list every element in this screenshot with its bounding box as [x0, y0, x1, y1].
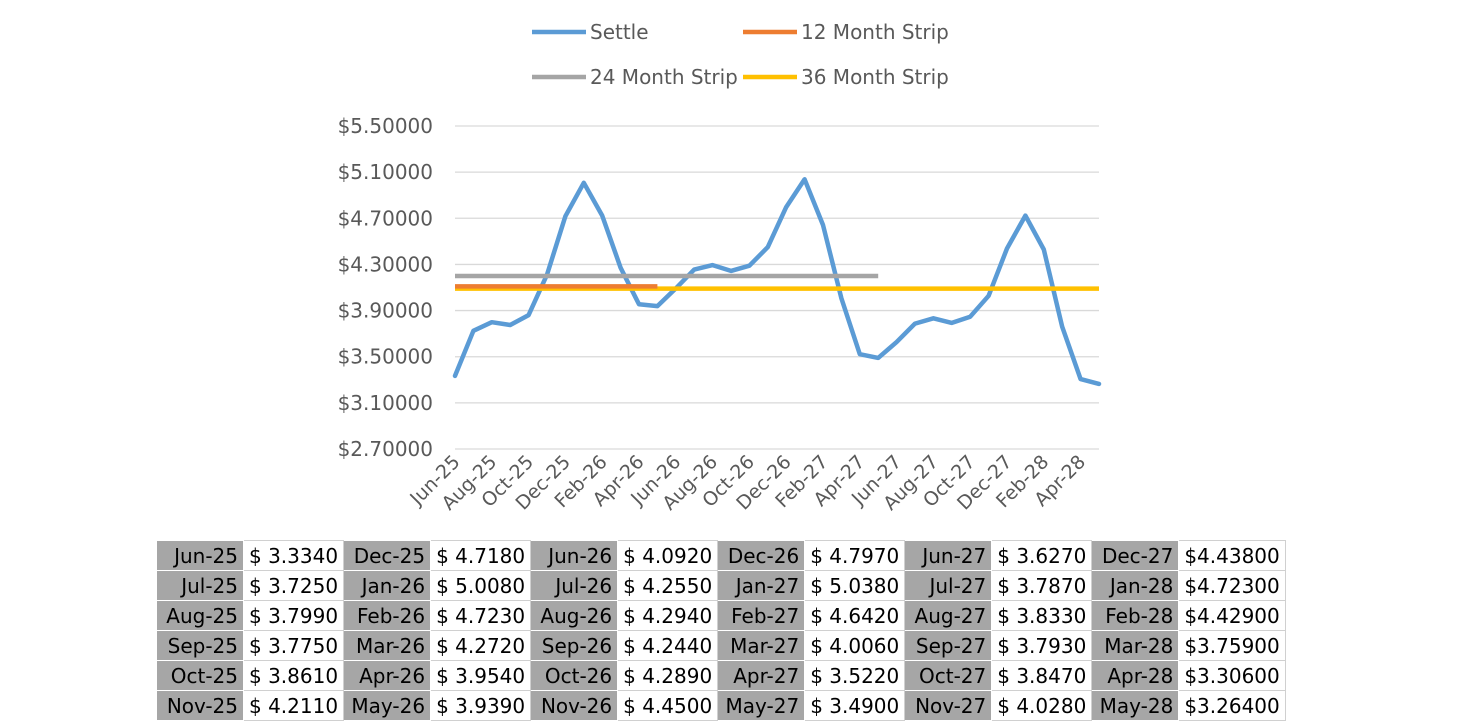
settle-price-table: Jun-25 $ 3.3340 Dec-25 $ 4.7180 Jun-26 $ 4.09…	[156, 540, 1286, 721]
price-cell: $ 3.8470	[991, 660, 1093, 691]
price-cell: $ 3.7750	[242, 630, 345, 661]
table-row: Oct-25 $ 3.8610 Apr-26 $ 3.9540 Oct-26 $ 4.28…	[156, 660, 1286, 691]
price-cell: $3.75900	[1178, 630, 1286, 661]
price-cell: $ 3.7930	[991, 630, 1093, 661]
month-cell: Apr-27	[717, 660, 806, 691]
month-cell: Mar-28	[1091, 630, 1180, 661]
price-cell: $ 3.9390	[430, 690, 532, 721]
price-cell: $ 4.0060	[804, 630, 906, 661]
price-cell: $4.43800	[1178, 540, 1286, 571]
price-cell: $ 3.8610	[242, 660, 345, 691]
price-cell: $4.42900	[1178, 600, 1286, 631]
price-cell: $ 4.2550	[617, 570, 719, 601]
y-tick-label: $3.90000	[338, 299, 433, 323]
price-cell: $ 4.2890	[617, 660, 719, 691]
month-cell: Apr-28	[1091, 660, 1180, 691]
y-tick-label: $5.50000	[338, 114, 433, 138]
month-cell: Jun-25	[156, 540, 244, 571]
price-cell: $ 3.7990	[242, 600, 345, 631]
price-cell: $ 5.0080	[430, 570, 532, 601]
price-cell: $ 4.7180	[430, 540, 532, 571]
month-cell: Feb-26	[343, 600, 432, 631]
month-cell: Mar-26	[343, 630, 432, 661]
month-cell: Sep-25	[156, 630, 244, 661]
chart-legend: Settle 12 Month Strip 24 Month Strip 36 Mon…	[532, 20, 949, 89]
y-tick-label: $4.70000	[338, 206, 433, 230]
x-axis-ticks: Jun-25Aug-25Oct-25Dec-25Feb-26Apr-26Jun-…	[405, 451, 1090, 515]
y-tick-label: $3.50000	[338, 345, 433, 369]
table-row: Aug-25 $ 3.7990 Feb-26 $ 4.7230 Aug-26 $ 4.29…	[156, 600, 1286, 631]
month-cell: Oct-26	[530, 660, 619, 691]
price-cell: $ 4.2940	[617, 600, 719, 631]
strip-price-chart: Settle 12 Month Strip 24 Month Strip 36 Mon…	[338, 20, 1102, 515]
month-cell: Oct-25	[156, 660, 244, 691]
price-cell: $ 5.0380	[804, 570, 906, 601]
price-cell: $ 4.2110	[242, 690, 345, 721]
price-cell: $ 4.7970	[804, 540, 906, 571]
month-cell: May-28	[1091, 690, 1180, 721]
price-cell: $ 4.6420	[804, 600, 906, 631]
price-cell: $ 3.3340	[242, 540, 345, 571]
month-cell: May-27	[717, 690, 806, 721]
month-cell: Jun-27	[904, 540, 993, 571]
price-cell: $ 4.0920	[617, 540, 719, 571]
chart-gridlines	[455, 125, 1099, 450]
table-row: Sep-25 $ 3.7750 Mar-26 $ 4.2720 Sep-26 $ 4.24…	[156, 630, 1286, 661]
month-cell: Apr-26	[343, 660, 432, 691]
y-tick-label: $3.10000	[338, 391, 433, 415]
price-cell: $ 3.7870	[991, 570, 1093, 601]
price-cell: $ 3.7250	[242, 570, 345, 601]
month-cell: Jul-26	[530, 570, 619, 601]
price-cell: $ 4.0280	[991, 690, 1093, 721]
legend-label: 24 Month Strip	[590, 65, 738, 89]
legend-label: 36 Month Strip	[801, 65, 949, 89]
month-cell: Nov-27	[904, 690, 993, 721]
month-cell: Jun-26	[530, 540, 619, 571]
month-cell: Oct-27	[904, 660, 993, 691]
month-cell: Aug-26	[530, 600, 619, 631]
legend-label: Settle	[590, 20, 649, 44]
table-row: Jul-25 $ 3.7250 Jan-26 $ 5.0080 Jul-26 $ 4.25…	[156, 570, 1286, 601]
month-cell: Jul-25	[156, 570, 244, 601]
y-axis-ticks: $5.50000 $5.10000 $4.70000 $4.30000 $3.90000…	[338, 114, 433, 461]
month-cell: Jan-26	[343, 570, 432, 601]
price-cell: $3.30600	[1178, 660, 1286, 691]
price-cell: $ 3.6270	[991, 540, 1093, 571]
month-cell: Feb-28	[1091, 600, 1180, 631]
month-cell: May-26	[343, 690, 432, 721]
price-cell: $4.72300	[1178, 570, 1286, 601]
legend-label: 12 Month Strip	[801, 20, 949, 44]
price-cell: $3.26400	[1178, 690, 1286, 721]
month-cell: Jul-27	[904, 570, 993, 601]
month-cell: Dec-25	[343, 540, 432, 571]
price-cell: $ 4.7230	[430, 600, 532, 631]
table-row: Nov-25 $ 4.2110 May-26 $ 3.9390 Nov-26 $ 4.45…	[156, 690, 1286, 721]
month-cell: Dec-26	[717, 540, 806, 571]
price-cell: $ 3.5220	[804, 660, 906, 691]
month-cell: Aug-25	[156, 600, 244, 631]
price-cell: $ 4.2720	[430, 630, 532, 661]
month-cell: Sep-27	[904, 630, 993, 661]
price-cell: $ 3.9540	[430, 660, 532, 691]
chart-series	[452, 177, 1102, 387]
price-cell: $ 3.4900	[804, 690, 906, 721]
month-cell: Nov-26	[530, 690, 619, 721]
price-cell: $ 4.2440	[617, 630, 719, 661]
price-cell: $ 3.8330	[991, 600, 1093, 631]
month-cell: Feb-27	[717, 600, 806, 631]
y-tick-label: $2.70000	[338, 437, 433, 461]
y-tick-label: $5.10000	[338, 160, 433, 184]
price-cell: $ 4.4500	[617, 690, 719, 721]
month-cell: Dec-27	[1091, 540, 1180, 571]
month-cell: Sep-26	[530, 630, 619, 661]
y-tick-label: $4.30000	[338, 252, 433, 276]
settle-line	[452, 177, 1102, 387]
month-cell: Jan-28	[1091, 570, 1180, 601]
table-row: Jun-25 $ 3.3340 Dec-25 $ 4.7180 Jun-26 $ 4.09…	[156, 540, 1286, 571]
month-cell: Aug-27	[904, 600, 993, 631]
month-cell: Mar-27	[717, 630, 806, 661]
month-cell: Nov-25	[156, 690, 244, 721]
month-cell: Jan-27	[717, 570, 806, 601]
